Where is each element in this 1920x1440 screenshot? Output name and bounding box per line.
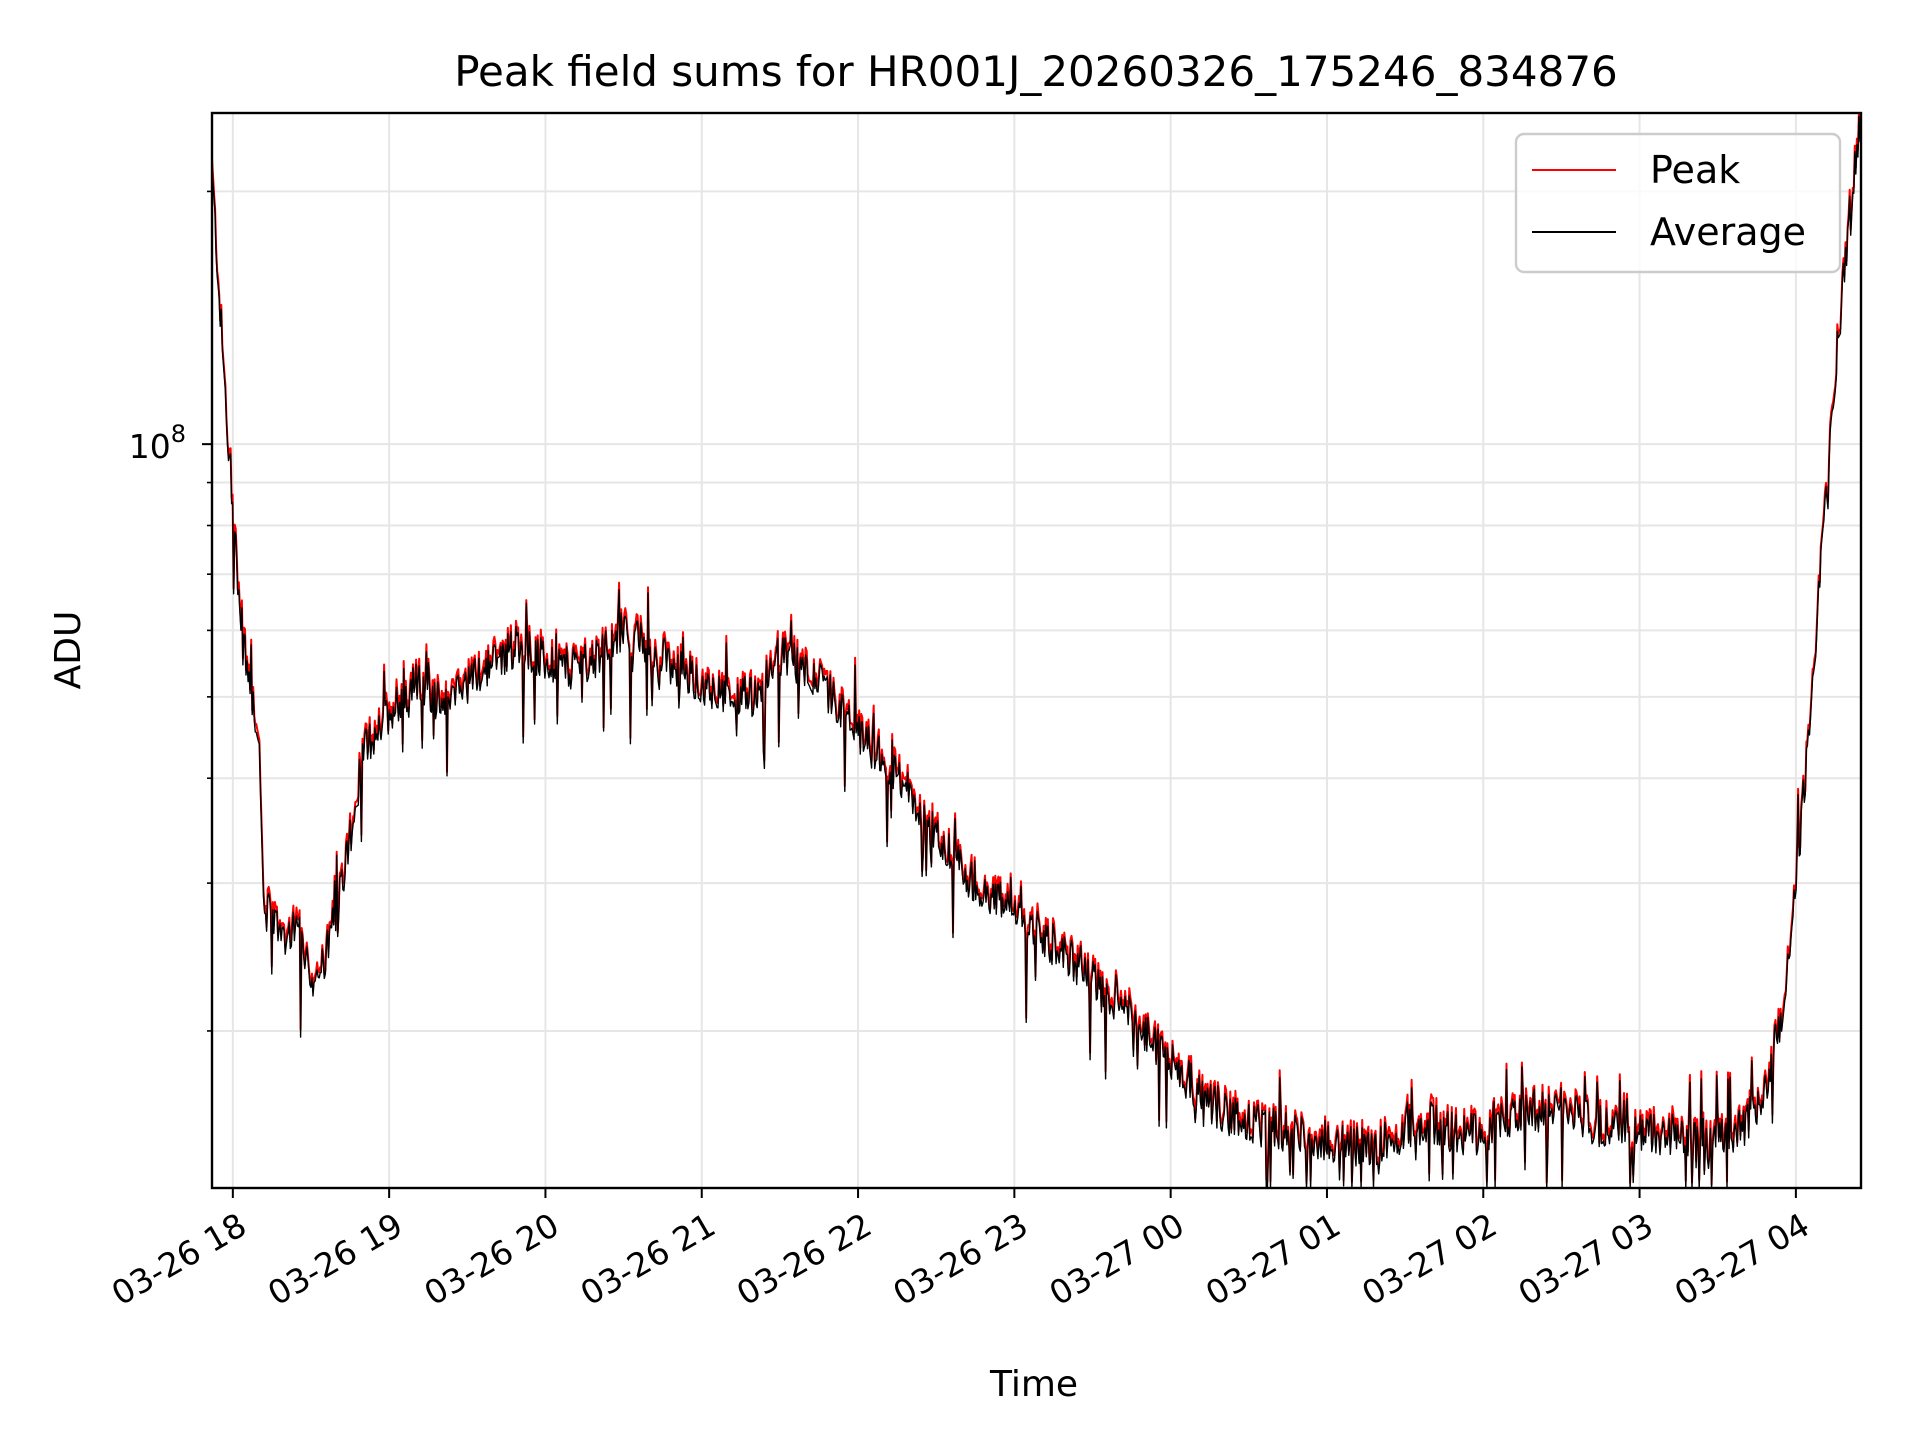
plot-frame (210, 111, 1863, 1190)
x-axis-label: Time (989, 1364, 1078, 1405)
y-axis-label: ADU (48, 611, 89, 690)
grid (212, 113, 1861, 1188)
legend-label-peak: Peak (1650, 148, 1740, 192)
series-average-line (212, 113, 1861, 1188)
y-axis: 108 (129, 190, 212, 1032)
legend-box (1514, 132, 1842, 274)
series-layer (212, 113, 1861, 1188)
legend-label-average: Average (1650, 210, 1806, 254)
legend: Peak Average (1514, 132, 1842, 274)
chart-title: Peak field sums for HR001J_20260326_1752… (454, 47, 1618, 96)
y-tick-label: 108 (129, 420, 186, 466)
